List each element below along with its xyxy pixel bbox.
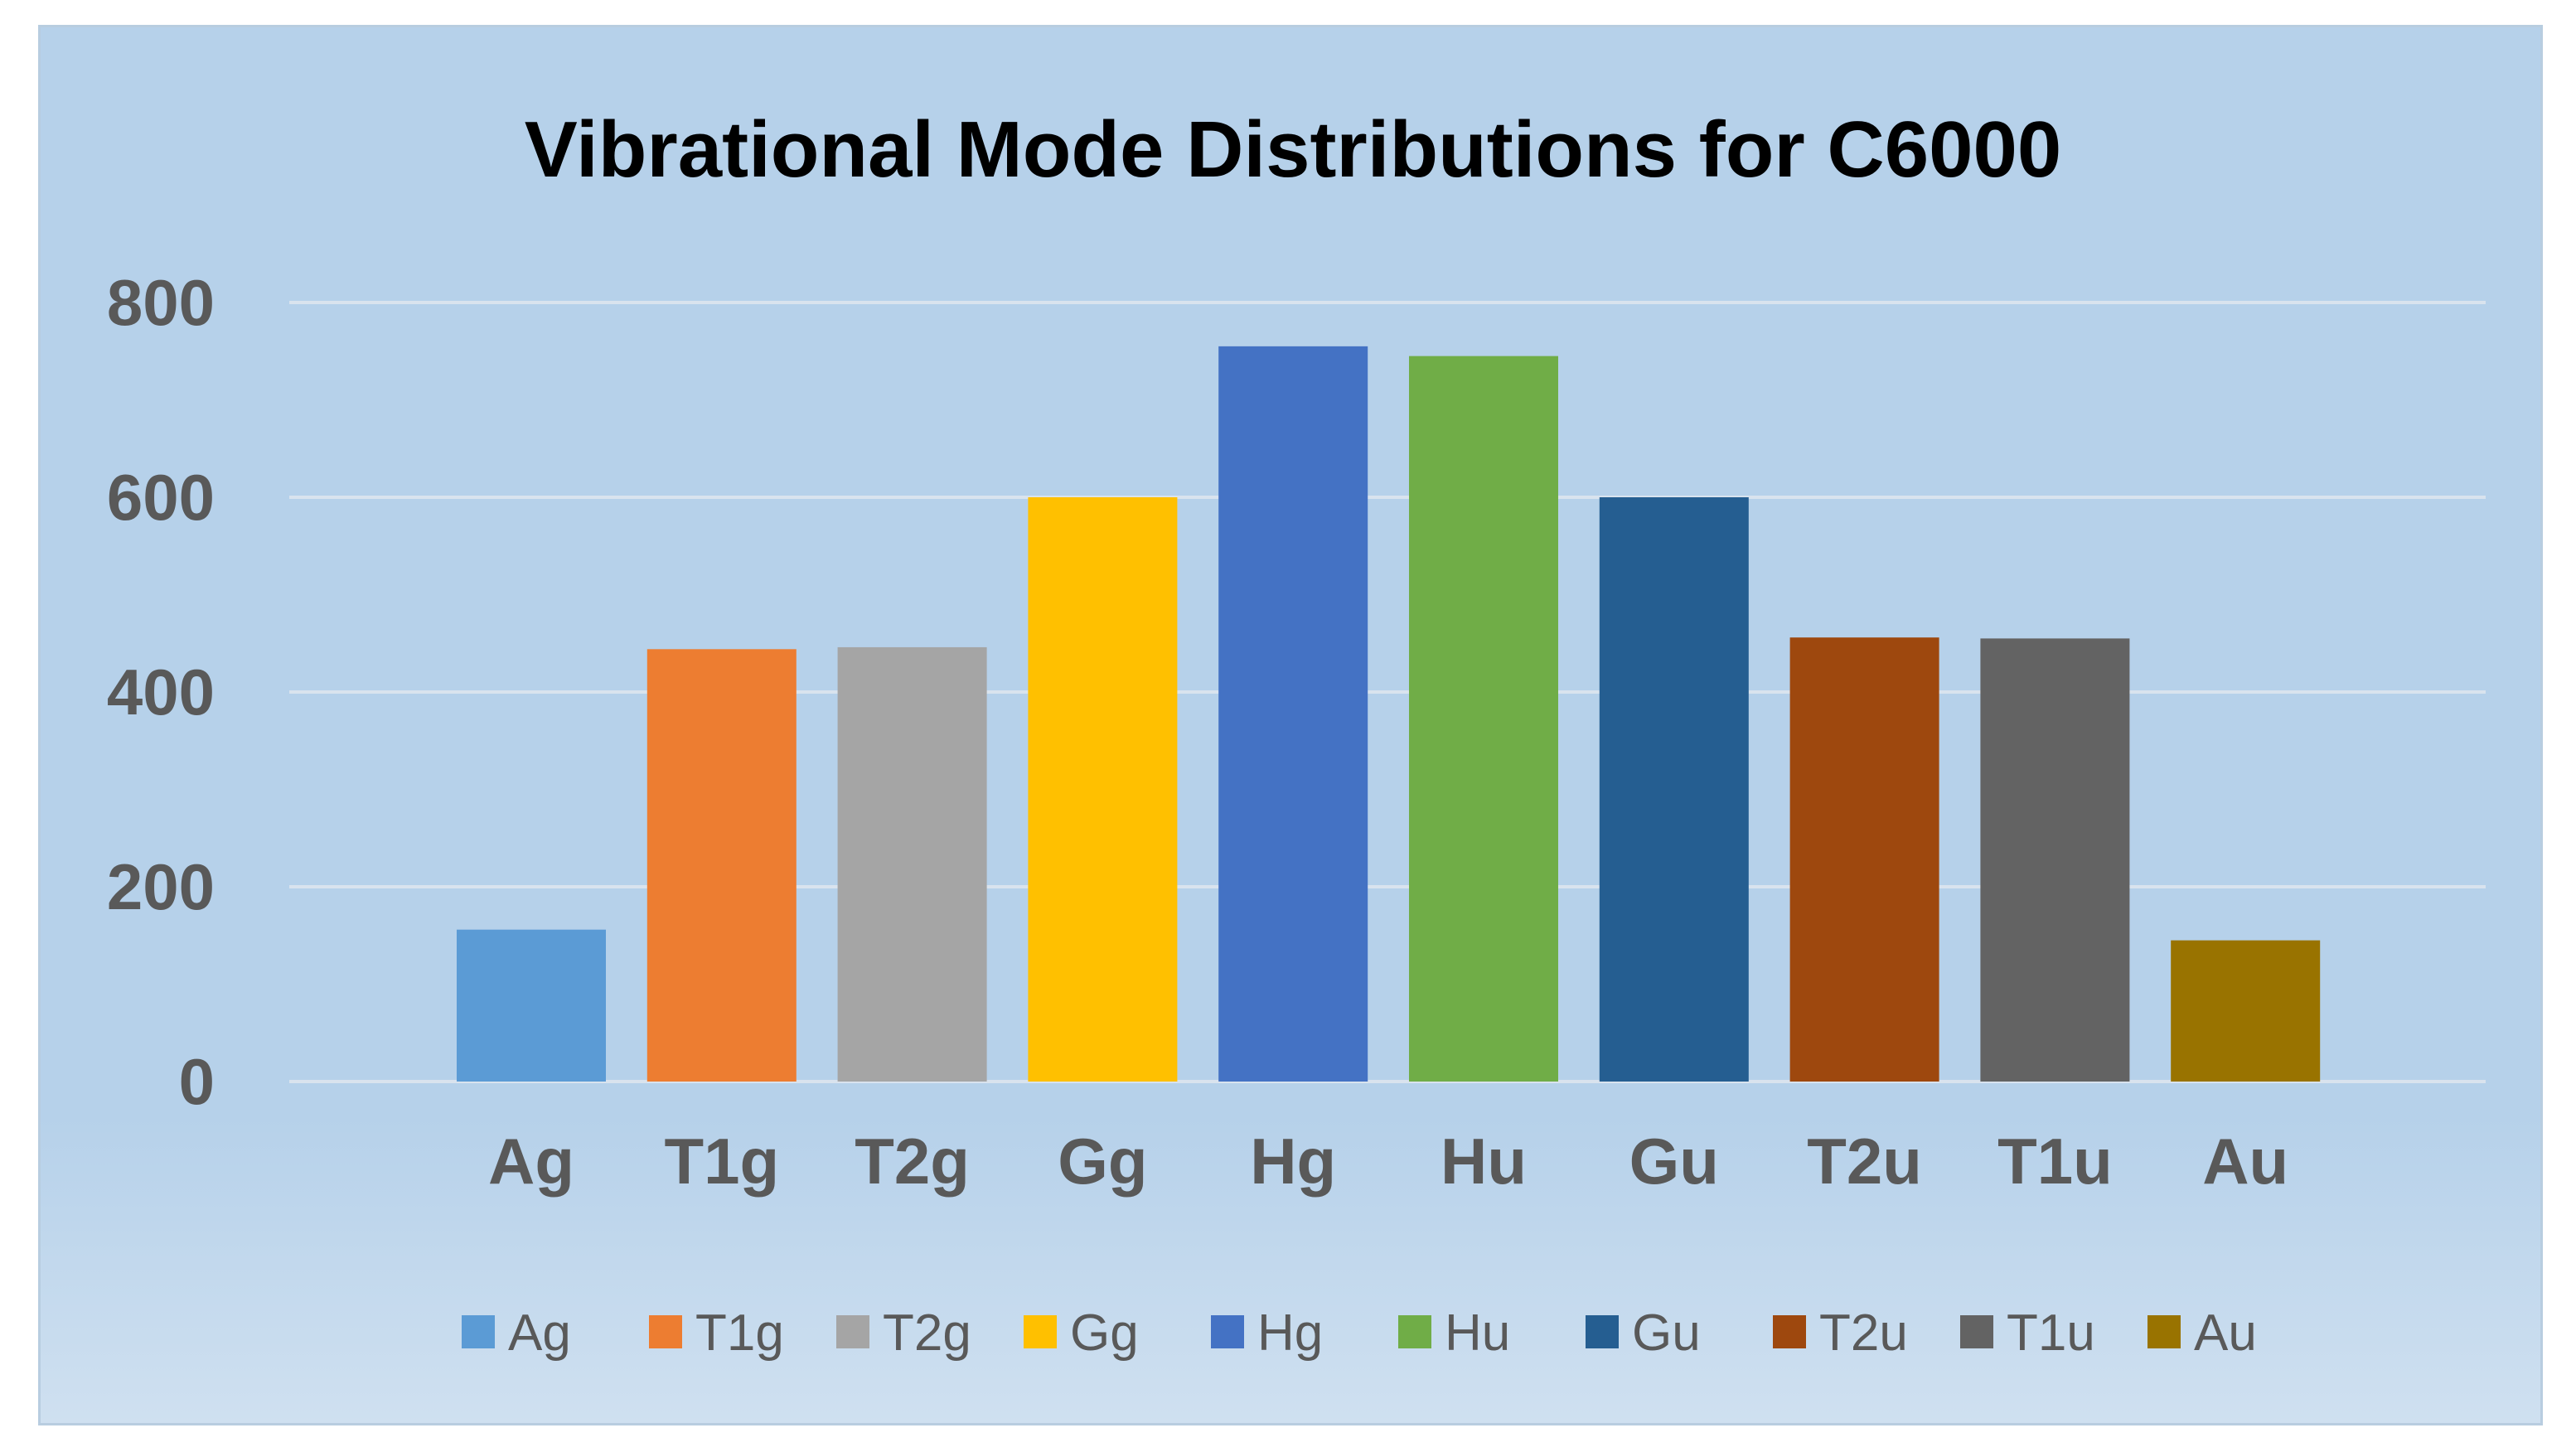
legend-swatch [1586, 1315, 1619, 1348]
chart-area: Vibrational Mode Distributions for C6000… [38, 25, 2543, 1425]
legend-label: T2u [1819, 1304, 1908, 1362]
y-tick-label: 0 [179, 1045, 215, 1118]
legend-swatch [1773, 1315, 1806, 1348]
x-tick-label: Ag [488, 1125, 574, 1198]
legend-label: Hu [1445, 1304, 1510, 1362]
legend-label: Gu [1632, 1304, 1701, 1362]
x-tick-label: Hu [1441, 1125, 1527, 1198]
legend: Ag T1g T2g Gg Hg Hu Gu T2u T1u Au [462, 1304, 2257, 1362]
legend-swatch [1398, 1315, 1431, 1348]
y-axis-ticks: 0 200 400 600 800 [107, 266, 215, 1118]
x-tick-label: Au [2202, 1125, 2288, 1198]
x-tick-label: Hg [1250, 1125, 1336, 1198]
legend-label: T1u [2007, 1304, 2095, 1362]
bar-t1g [646, 649, 797, 1082]
bar-ag [457, 929, 606, 1082]
bar-au [2171, 940, 2321, 1082]
bar-gu [1599, 497, 1749, 1082]
bars [457, 346, 2321, 1082]
legend-swatch [1211, 1315, 1244, 1348]
x-tick-label: Gu [1629, 1125, 1719, 1198]
y-tick-label: 200 [107, 850, 215, 923]
legend-label: T1g [695, 1304, 784, 1362]
bar-hg [1218, 346, 1368, 1082]
legend-label: Ag [508, 1304, 571, 1362]
bar-t2u [1789, 637, 1939, 1082]
x-tick-label: T2g [855, 1125, 970, 1198]
legend-label: T2g [883, 1304, 971, 1362]
legend-label: Hg [1257, 1304, 1323, 1362]
legend-swatch [2147, 1315, 2181, 1348]
bar-t1u [1980, 638, 2130, 1082]
y-tick-label: 600 [107, 461, 215, 534]
bar-t2g [837, 646, 987, 1082]
chart-title: Vibrational Mode Distributions for C6000 [525, 105, 2062, 194]
y-tick-label: 800 [107, 266, 215, 339]
x-tick-label: T1u [1997, 1125, 2113, 1198]
legend-label: Au [2194, 1304, 2257, 1362]
legend-label: Gg [1070, 1304, 1139, 1362]
x-axis-ticks: Ag T1g T2g Gg Hg Hu Gu T2u T1u Au [488, 1125, 2288, 1198]
legend-swatch [1960, 1315, 1993, 1348]
x-tick-label: T1g [664, 1125, 779, 1198]
bar-hu [1409, 356, 1558, 1082]
gridlines [289, 301, 2486, 1083]
legend-swatch [1024, 1315, 1057, 1348]
x-tick-label: Gg [1058, 1125, 1147, 1198]
bar-chart: Vibrational Mode Distributions for C6000… [107, 105, 2486, 1362]
legend-swatch [649, 1315, 682, 1348]
y-tick-label: 400 [107, 656, 215, 728]
legend-swatch [836, 1315, 869, 1348]
legend-swatch [462, 1315, 495, 1348]
bar-gg [1028, 497, 1178, 1082]
x-tick-label: T2u [1807, 1125, 1922, 1198]
